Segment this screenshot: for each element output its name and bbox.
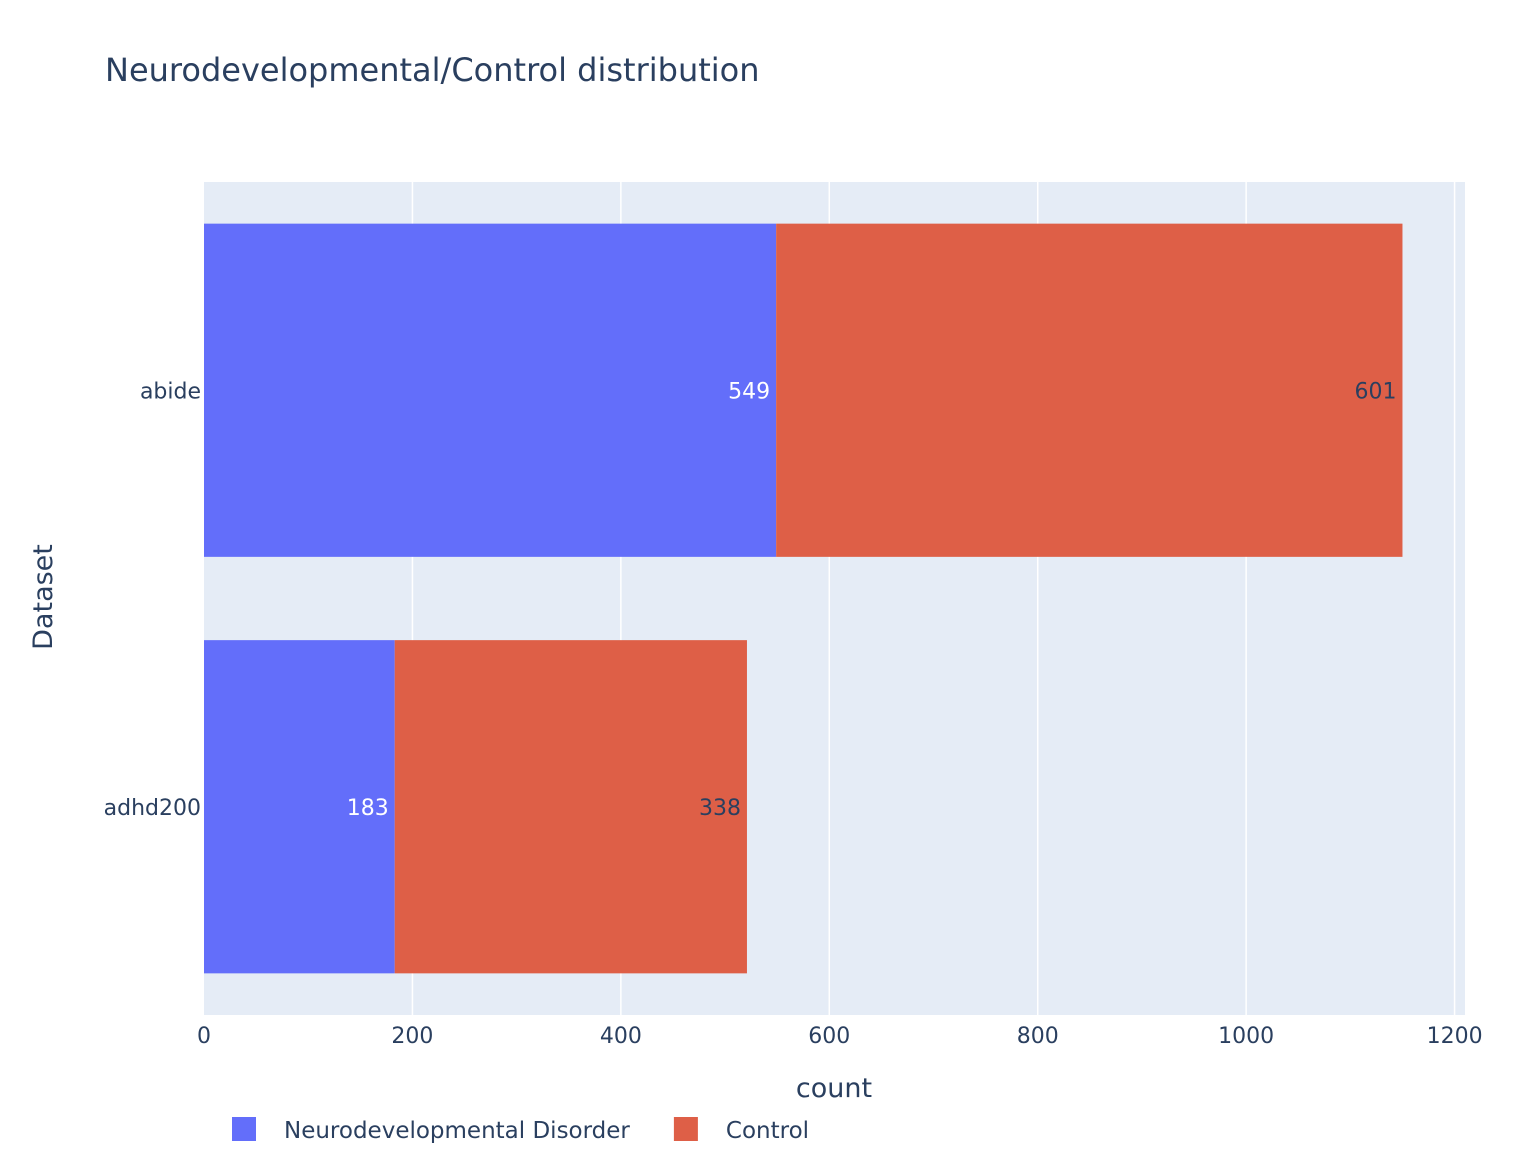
x-tick-label-200: 200 [391,1024,433,1049]
y-tick-label-abide: abide [140,379,201,404]
legend-label-control: Control [726,1118,809,1144]
bar-abide-neurodevelopmental-disorder [204,223,777,557]
bar-adhd200-control [394,640,747,974]
x-tick-label-600: 600 [808,1024,850,1049]
bar-label-abide-neurodevelopmental-disorder: 549 [728,379,770,404]
legend-swatch-control [673,1117,698,1141]
legend: Neurodevelopmental Disorder Control [232,1117,809,1144]
bar-label-adhd200-neurodevelopmental-disorder: 183 [347,796,389,821]
chart-title: Neurodevelopmental/Control distribution [105,51,760,89]
x-tick-label-1200: 1200 [1427,1024,1483,1049]
x-tick-label-400: 400 [600,1024,642,1049]
y-axis-ticks: abide adhd200 [104,379,201,821]
bar-label-abide-control: 601 [1354,379,1396,404]
x-tick-label-800: 800 [1017,1024,1059,1049]
y-axis-title: Dataset [28,544,59,650]
bar-abide-control [776,223,1403,557]
x-axis-ticks: 0 200 400 600 800 1000 1200 [197,1024,1483,1049]
x-tick-label-0: 0 [197,1024,211,1049]
bar-adhd200-neurodevelopmental-disorder [204,640,395,974]
bars [204,223,1403,974]
x-axis-title: count [796,1073,872,1104]
x-tick-label-1000: 1000 [1218,1024,1274,1049]
y-tick-label-adhd200: adhd200 [104,796,201,821]
bar-labels: 549 601 183 338 [347,379,1397,821]
legend-label-neurodevelopmental-disorder: Neurodevelopmental Disorder [284,1118,630,1144]
bar-label-adhd200-control: 338 [699,796,741,821]
legend-swatch-neurodevelopmental-disorder [232,1117,256,1141]
